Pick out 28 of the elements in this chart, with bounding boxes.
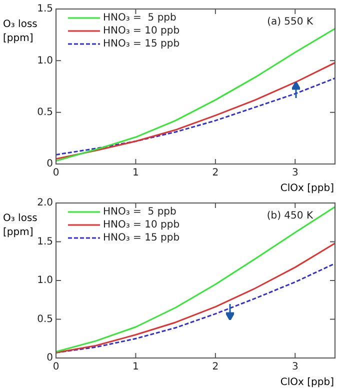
y-axis-title: O₃ loss [ppm] — [3, 213, 38, 238]
legend-label: HNO₃ = 5 ppb — [103, 206, 176, 218]
y-tick-label: 0.5 — [37, 314, 53, 325]
y-tick-label: 0.5 — [37, 106, 53, 118]
x-tick-label: 3 — [292, 362, 298, 373]
y-tick-label: 0 — [46, 158, 53, 170]
legend-label: HNO₃ = 10 ppb — [103, 26, 180, 37]
x-tick-label: 2 — [212, 362, 219, 373]
annotation: (b) 450 K — [266, 210, 314, 222]
x-tick-label: 3 — [292, 168, 298, 179]
y-axis-title: O₃ loss [ppm] — [3, 18, 38, 46]
y-tick-label: 1.5 — [37, 4, 53, 15]
legend-label: HNO₃ = 10 ppb — [103, 220, 180, 231]
legend-label: HNO₃ = 5 ppb — [103, 12, 176, 24]
line-series — [56, 77, 335, 156]
x-tick-label: 1 — [132, 362, 139, 373]
legend-label: HNO₃ = 15 ppb — [103, 232, 180, 244]
y-tick-label: 1.5 — [37, 236, 53, 248]
y-tick-label: 1.0 — [37, 275, 53, 286]
annotation: (a) 550 K — [267, 16, 314, 28]
y-tick-label: 1.0 — [37, 55, 53, 66]
x-axis-title: ClOx [ppb] — [280, 183, 334, 194]
y-tick-label: 0 — [46, 352, 53, 364]
legend-label: HNO₃ = 15 ppb — [103, 38, 180, 50]
x-axis-title: ClOx [ppb] — [280, 377, 334, 388]
x-tick-label: 1 — [132, 168, 139, 179]
x-tick-label: 2 — [212, 168, 219, 179]
y-tick-label: 2.0 — [37, 198, 53, 209]
